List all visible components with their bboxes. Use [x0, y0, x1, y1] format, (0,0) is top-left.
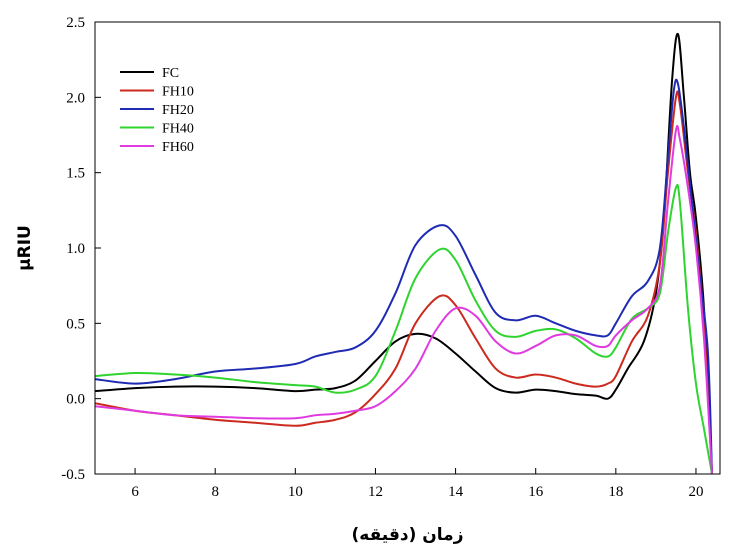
- x-tick-label: 16: [528, 484, 544, 500]
- y-tick-label: 2.5: [66, 15, 85, 31]
- legend-label: FH60: [162, 140, 194, 155]
- y-tick-label: 1.0: [66, 241, 85, 257]
- series-line-fh10: [95, 90, 713, 474]
- series-line-fh20: [95, 78, 713, 474]
- x-tick-label: 14: [448, 484, 464, 500]
- y-tick-label: 1.5: [66, 166, 85, 182]
- x-tick-label: 18: [608, 484, 623, 500]
- y-tick-label: 0.5: [66, 316, 85, 332]
- x-tick-label: 6: [131, 484, 139, 500]
- legend-label: FC: [162, 66, 179, 81]
- legend: FC FH10 FH20 FH40 FH60: [120, 66, 194, 155]
- y-axis-title: µRIU: [15, 225, 35, 271]
- x-tick-label: 12: [368, 484, 383, 500]
- series-layer: [95, 33, 713, 474]
- x-tick-label: 20: [688, 484, 703, 500]
- y-tick-label: 2.0: [66, 90, 85, 106]
- series-line-fh40: [95, 183, 713, 474]
- series-line-fh60: [95, 125, 713, 474]
- x-axis-title: زمان (دقیقه): [351, 525, 463, 545]
- y-tick-label: -0.5: [61, 467, 85, 483]
- legend-label: FH10: [162, 85, 194, 100]
- series-line-fc: [95, 33, 713, 474]
- legend-label: FH20: [162, 103, 194, 118]
- axes-layer: 6 8 10 12 14 16 18 20 2.5 2.0 1.5 1.0 0.5 0.0 -0.5: [61, 15, 721, 500]
- legend-label: FH40: [162, 122, 194, 137]
- x-tick-label: 10: [288, 484, 303, 500]
- x-tick-label: 8: [211, 484, 219, 500]
- y-tick-label: 0.0: [66, 392, 85, 408]
